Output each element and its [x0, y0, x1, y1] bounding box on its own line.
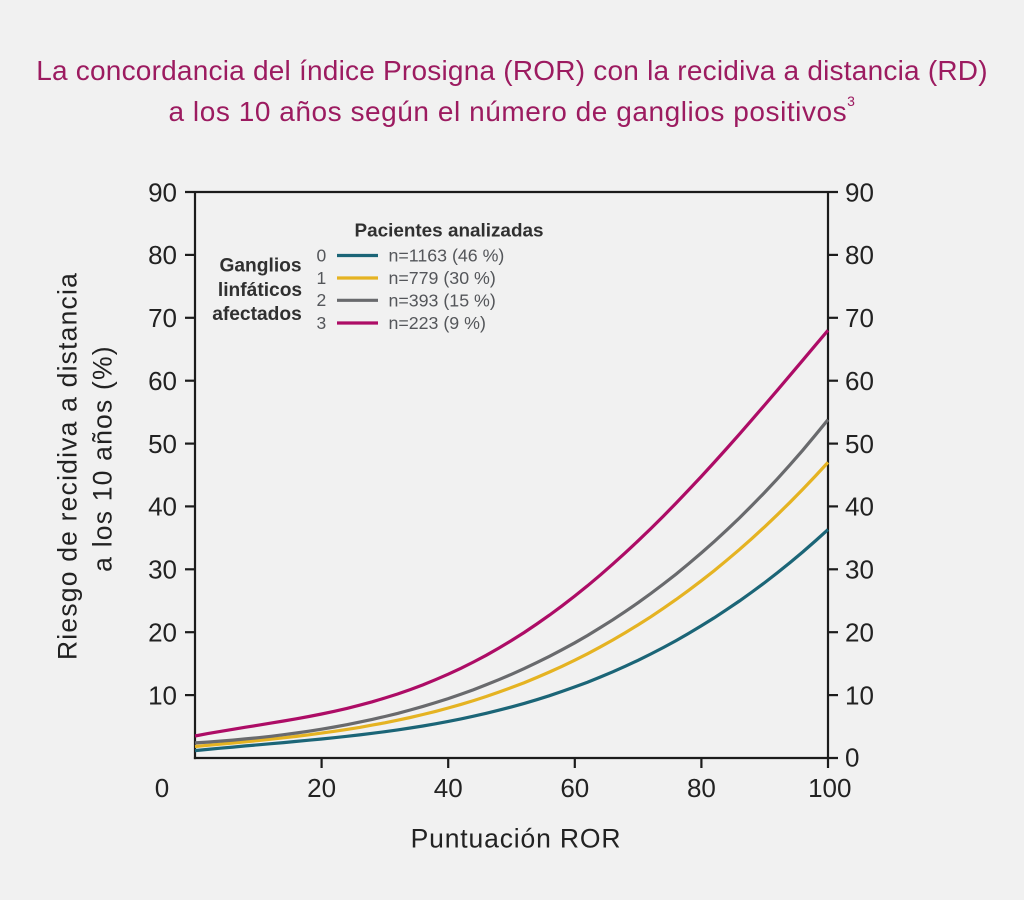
svg-text:20: 20: [148, 618, 177, 648]
svg-text:100: 100: [808, 773, 851, 803]
svg-text:afectados: afectados: [212, 304, 302, 325]
svg-text:80: 80: [687, 773, 716, 803]
svg-text:a los 10 años (%): a los 10 años (%): [88, 345, 118, 572]
svg-text:30: 30: [148, 555, 177, 585]
svg-text:60: 60: [560, 773, 589, 803]
svg-text:20: 20: [307, 773, 336, 803]
svg-text:40: 40: [845, 492, 874, 522]
svg-text:n=223 (9 %): n=223 (9 %): [389, 313, 486, 333]
svg-text:Pacientes analizadas: Pacientes analizadas: [354, 221, 543, 242]
svg-text:linfáticos: linfáticos: [218, 280, 302, 301]
svg-text:10: 10: [148, 680, 177, 710]
svg-text:40: 40: [434, 773, 463, 803]
svg-text:70: 70: [845, 303, 874, 333]
svg-text:50: 50: [148, 429, 177, 459]
svg-text:0: 0: [845, 742, 859, 772]
svg-text:Ganglios: Ganglios: [219, 256, 301, 277]
svg-text:30: 30: [845, 555, 874, 585]
svg-text:60: 60: [845, 366, 874, 396]
svg-text:0: 0: [317, 245, 327, 265]
svg-text:50: 50: [845, 429, 874, 459]
svg-text:Puntuación ROR: Puntuación ROR: [411, 824, 622, 854]
svg-text:90: 90: [148, 177, 177, 207]
svg-text:70: 70: [148, 303, 177, 333]
svg-text:n=1163 (46 %): n=1163 (46 %): [389, 246, 505, 266]
svg-text:80: 80: [845, 240, 874, 270]
svg-text:2: 2: [317, 290, 327, 310]
svg-text:60: 60: [148, 366, 177, 396]
svg-text:40: 40: [148, 492, 177, 522]
svg-text:20: 20: [845, 618, 874, 648]
svg-text:3: 3: [317, 313, 327, 333]
svg-text:80: 80: [148, 240, 177, 270]
svg-text:10: 10: [845, 680, 874, 710]
svg-text:1: 1: [317, 268, 327, 288]
svg-text:n=393 (15 %): n=393 (15 %): [389, 290, 496, 310]
svg-text:Riesgo de recidiva a distancia: Riesgo de recidiva a distancia: [53, 272, 83, 660]
svg-text:90: 90: [845, 177, 874, 207]
svg-text:n=779 (30 %): n=779 (30 %): [389, 268, 496, 288]
svg-text:0: 0: [155, 773, 169, 803]
